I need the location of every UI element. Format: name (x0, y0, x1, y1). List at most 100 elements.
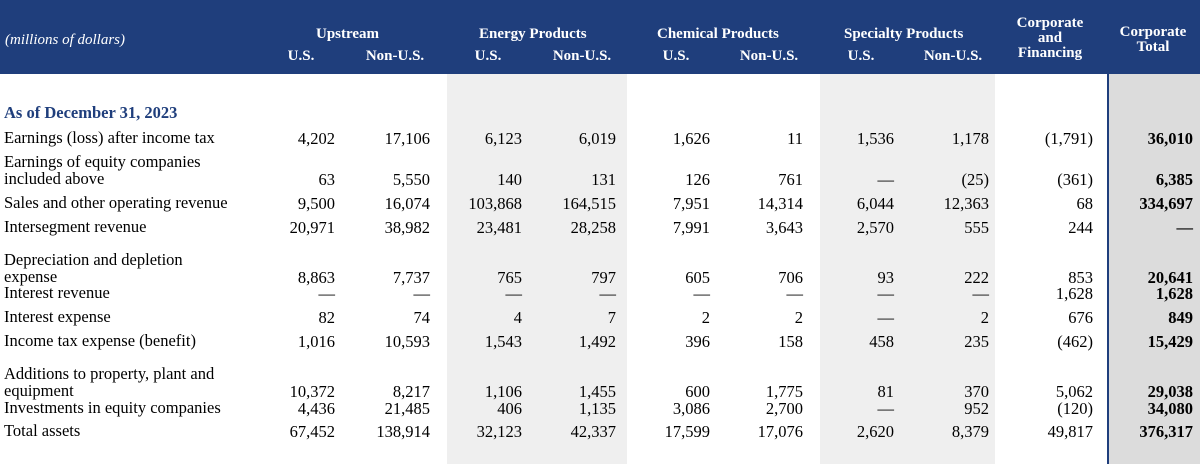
value-cell: 12,363 (943, 194, 989, 213)
value-cell: 8,217 (392, 382, 430, 401)
value-cell: 2 (701, 308, 710, 327)
value-cell: 38,982 (384, 218, 430, 237)
value-cell: — (413, 284, 431, 303)
value-cell: 93 (877, 268, 895, 287)
value-cell: 164,515 (562, 194, 616, 213)
row-label: Earnings (loss) after income tax (4, 129, 264, 146)
row-label-line: Additions to property, plant and (4, 364, 215, 383)
header-ct-line-2: Total (1136, 39, 1170, 55)
total-cell: 6,385 (1155, 170, 1193, 189)
group-chemical-products: Chemical Products (657, 26, 779, 42)
value-cell: 1,626 (672, 129, 710, 148)
value-cell: 2 (794, 308, 803, 327)
row-label-line: Investments in equity companies (4, 398, 221, 417)
value-cell: 370 (964, 382, 989, 401)
value-cell: 8,863 (297, 268, 335, 287)
group-upstream: Upstream (316, 26, 380, 42)
value-cell: 1,536 (856, 129, 894, 148)
energy-products-column-shading (447, 74, 627, 464)
value-cell: 2,620 (856, 422, 894, 441)
subheader-energy-us: U.S. (474, 48, 502, 64)
row-label: Income tax expense (benefit) (4, 332, 264, 349)
value-cell: 74 (413, 308, 431, 327)
total-cell: — (1176, 218, 1194, 237)
value-cell: (1,791) (1044, 129, 1093, 148)
subheader-upstream-non-us: Non-U.S. (365, 48, 425, 64)
value-cell: (361) (1057, 170, 1093, 189)
value-cell: 7,951 (672, 194, 710, 213)
value-cell: 16,074 (384, 194, 430, 213)
value-cell: — (318, 284, 336, 303)
subheader-specialty-us: U.S. (847, 48, 875, 64)
total-cell: 1,628 (1155, 284, 1193, 303)
value-cell: 1,775 (765, 382, 803, 401)
value-cell: 605 (685, 268, 710, 287)
value-cell: 765 (497, 268, 522, 287)
value-cell: 555 (964, 218, 989, 237)
value-cell: 1,016 (297, 332, 335, 351)
header-cf-line-1: Corporate (1016, 15, 1084, 31)
row-label-line: Total assets (4, 421, 81, 440)
group-specialty-products: Specialty Products (844, 26, 964, 42)
value-cell: 396 (685, 332, 710, 351)
row-label-line: Depreciation and depletion (4, 250, 183, 269)
value-cell: 68 (1076, 194, 1094, 213)
value-cell: 6,019 (578, 129, 616, 148)
header-cf-line-3: Financing (1017, 45, 1083, 61)
value-cell: 1,178 (951, 129, 989, 148)
value-cell: 28,258 (570, 218, 616, 237)
value-cell: 11 (787, 129, 803, 148)
value-cell: 6,044 (856, 194, 894, 213)
row-label: Sales and other operating revenue (4, 194, 264, 211)
value-cell: — (877, 399, 895, 418)
header-ct-line-1: Corporate (1119, 24, 1187, 40)
value-cell: 6,123 (484, 129, 522, 148)
value-cell: 4,436 (297, 399, 335, 418)
row-label: Intersegment revenue (4, 218, 264, 235)
row-label-line: Earnings (loss) after income tax (4, 128, 215, 147)
value-cell: 158 (778, 332, 803, 351)
value-cell: 2 (980, 308, 989, 327)
value-cell: 244 (1068, 218, 1093, 237)
value-cell: 2,570 (856, 218, 894, 237)
value-cell: 761 (778, 170, 803, 189)
value-cell: 1,106 (484, 382, 522, 401)
row-label-line: Income tax expense (benefit) (4, 331, 196, 350)
value-cell: — (877, 170, 895, 189)
value-cell: 1,628 (1055, 284, 1093, 303)
value-cell: 23,481 (476, 218, 522, 237)
row-label: Interest revenue (4, 284, 264, 301)
value-cell: 140 (497, 170, 522, 189)
row-label: Interest expense (4, 308, 264, 325)
row-label-line: Sales and other operating revenue (4, 193, 228, 212)
value-cell: 235 (964, 332, 989, 351)
value-cell: 8,379 (951, 422, 989, 441)
value-cell: 14,314 (757, 194, 803, 213)
value-cell: 406 (497, 399, 522, 418)
value-cell: 5,550 (392, 170, 430, 189)
value-cell: 17,076 (757, 422, 803, 441)
subheader-specialty-non-us: Non-U.S. (923, 48, 983, 64)
value-cell: (25) (961, 170, 990, 189)
value-cell: 7 (607, 308, 616, 327)
value-cell: 706 (778, 268, 803, 287)
row-label: Total assets (4, 422, 264, 439)
value-cell: 103,868 (468, 194, 522, 213)
row-label-line: included above (4, 169, 105, 188)
value-cell: 2,700 (765, 399, 803, 418)
value-cell: 67,452 (289, 422, 335, 441)
value-cell: 222 (964, 268, 989, 287)
value-cell: — (972, 284, 990, 303)
value-cell: 4,202 (297, 129, 335, 148)
total-cell: 334,697 (1139, 194, 1193, 213)
unit-label: (millions of dollars) (5, 32, 126, 48)
value-cell: 17,106 (384, 129, 430, 148)
table-header: (millions of dollars) Upstream Energy Pr… (0, 0, 1200, 74)
value-cell: 797 (591, 268, 616, 287)
row-label-line: Interest revenue (4, 283, 110, 302)
value-cell: (120) (1057, 399, 1093, 418)
total-cell: 20,641 (1147, 268, 1193, 287)
header-cf-line-2: and (1037, 30, 1063, 46)
value-cell: 9,500 (297, 194, 335, 213)
value-cell: 3,086 (672, 399, 710, 418)
